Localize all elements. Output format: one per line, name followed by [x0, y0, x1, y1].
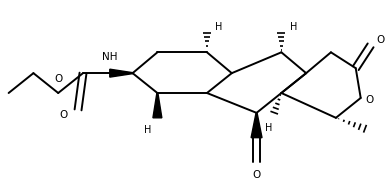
Text: O: O	[54, 74, 63, 84]
Polygon shape	[110, 69, 133, 77]
Text: H: H	[290, 22, 297, 31]
Polygon shape	[153, 93, 162, 118]
Text: H: H	[265, 123, 272, 133]
Polygon shape	[251, 113, 262, 138]
Text: H: H	[144, 125, 151, 135]
Text: O: O	[59, 110, 67, 120]
Text: O: O	[252, 170, 261, 180]
Text: NH: NH	[102, 52, 117, 62]
Text: H: H	[215, 22, 223, 31]
Text: O: O	[366, 95, 374, 105]
Text: O: O	[376, 35, 385, 45]
